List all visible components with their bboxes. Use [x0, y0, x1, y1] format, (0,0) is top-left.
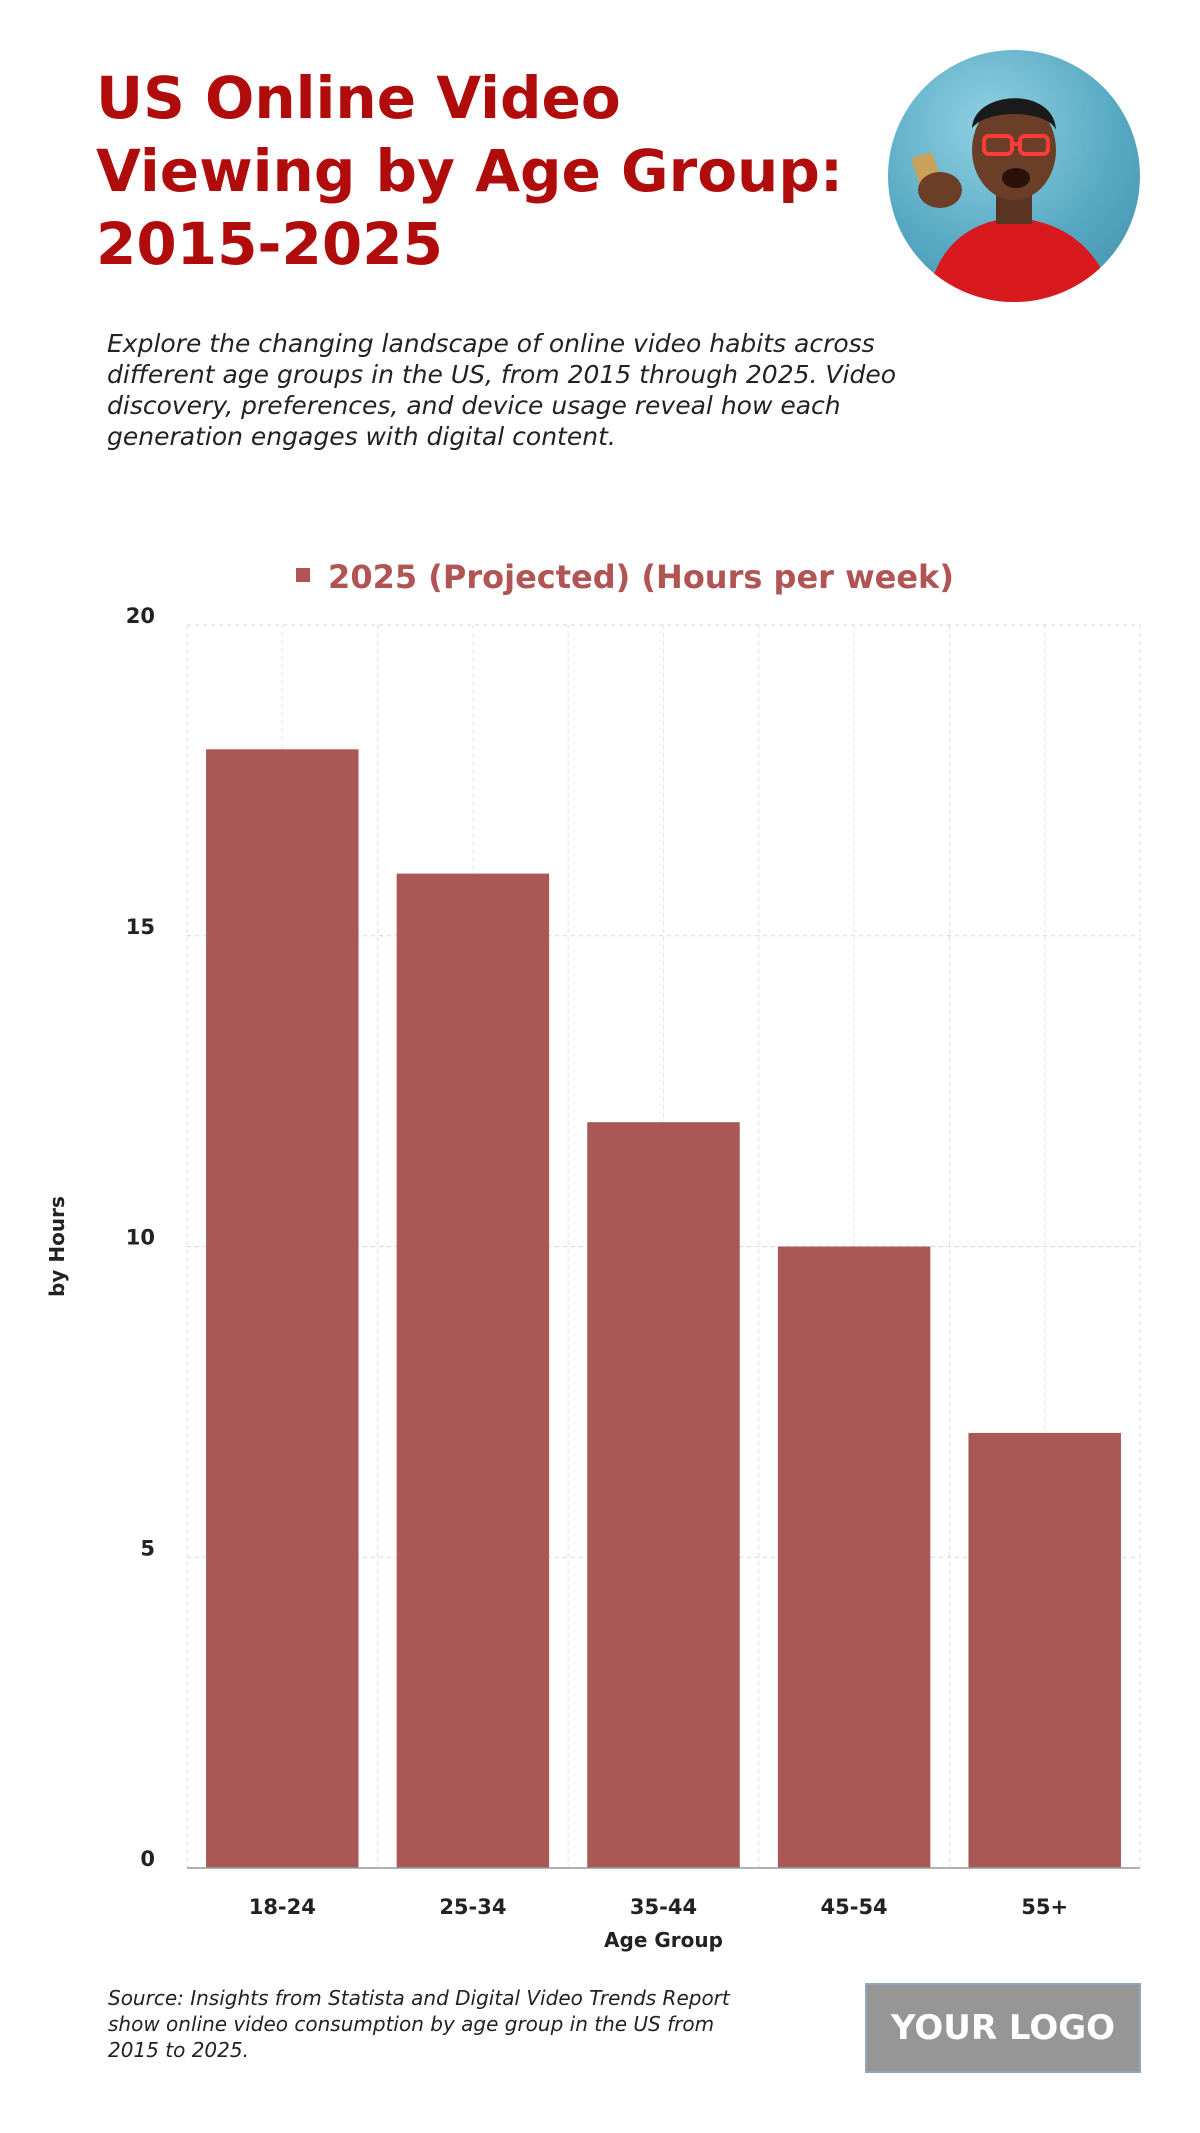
- chart-bars: [206, 749, 1121, 1868]
- bar-25-34: [396, 873, 550, 1868]
- y-tick-label: 10: [126, 1226, 155, 1250]
- x-tick-label: 35-44: [630, 1895, 697, 1919]
- bar-55+: [968, 1432, 1121, 1868]
- y-tick-label: 0: [140, 1847, 155, 1871]
- x-tick-label: 25-34: [439, 1895, 506, 1919]
- person-illustration: [912, 98, 1113, 302]
- source-note: Source: Insights from Statista and Digit…: [108, 1986, 730, 2062]
- bar-35-44: [587, 1122, 740, 1868]
- bar-45-54: [777, 1246, 931, 1868]
- chart-legend: 2025 (Projected) (Hours per week): [0, 558, 1200, 596]
- page-subtitle: Explore the changing landscape of online…: [107, 329, 896, 451]
- legend-swatch: [296, 568, 311, 582]
- y-tick-label: 5: [140, 1536, 155, 1560]
- x-tick-label: 45-54: [821, 1895, 888, 1919]
- bar-chart: 0 5 10 15 20 18-24 25-34 35-44 45-54 55+ Age Gro…: [45, 604, 1141, 1952]
- y-axis-label: by Hours: [45, 1196, 69, 1297]
- y-tick-label: 15: [126, 915, 155, 939]
- y-axis-ticks: 0 5 10 15 20: [126, 604, 155, 1871]
- y-tick-label: 20: [126, 604, 155, 628]
- page-title: US Online Video Viewing by Age Group: 20…: [96, 64, 844, 278]
- person-with-phone-photo: [888, 50, 1140, 302]
- x-axis-ticks: 18-24 25-34 35-44 45-54 55+: [249, 1895, 1068, 1919]
- x-axis-label: Age Group: [604, 1928, 723, 1952]
- logo-placeholder: YOUR LOGO: [865, 1983, 1141, 2073]
- bar-18-24: [206, 749, 359, 1868]
- x-tick-label: 55+: [1021, 1895, 1068, 1919]
- x-tick-label: 18-24: [249, 1895, 316, 1919]
- legend-label: 2025 (Projected) (Hours per week): [328, 558, 954, 596]
